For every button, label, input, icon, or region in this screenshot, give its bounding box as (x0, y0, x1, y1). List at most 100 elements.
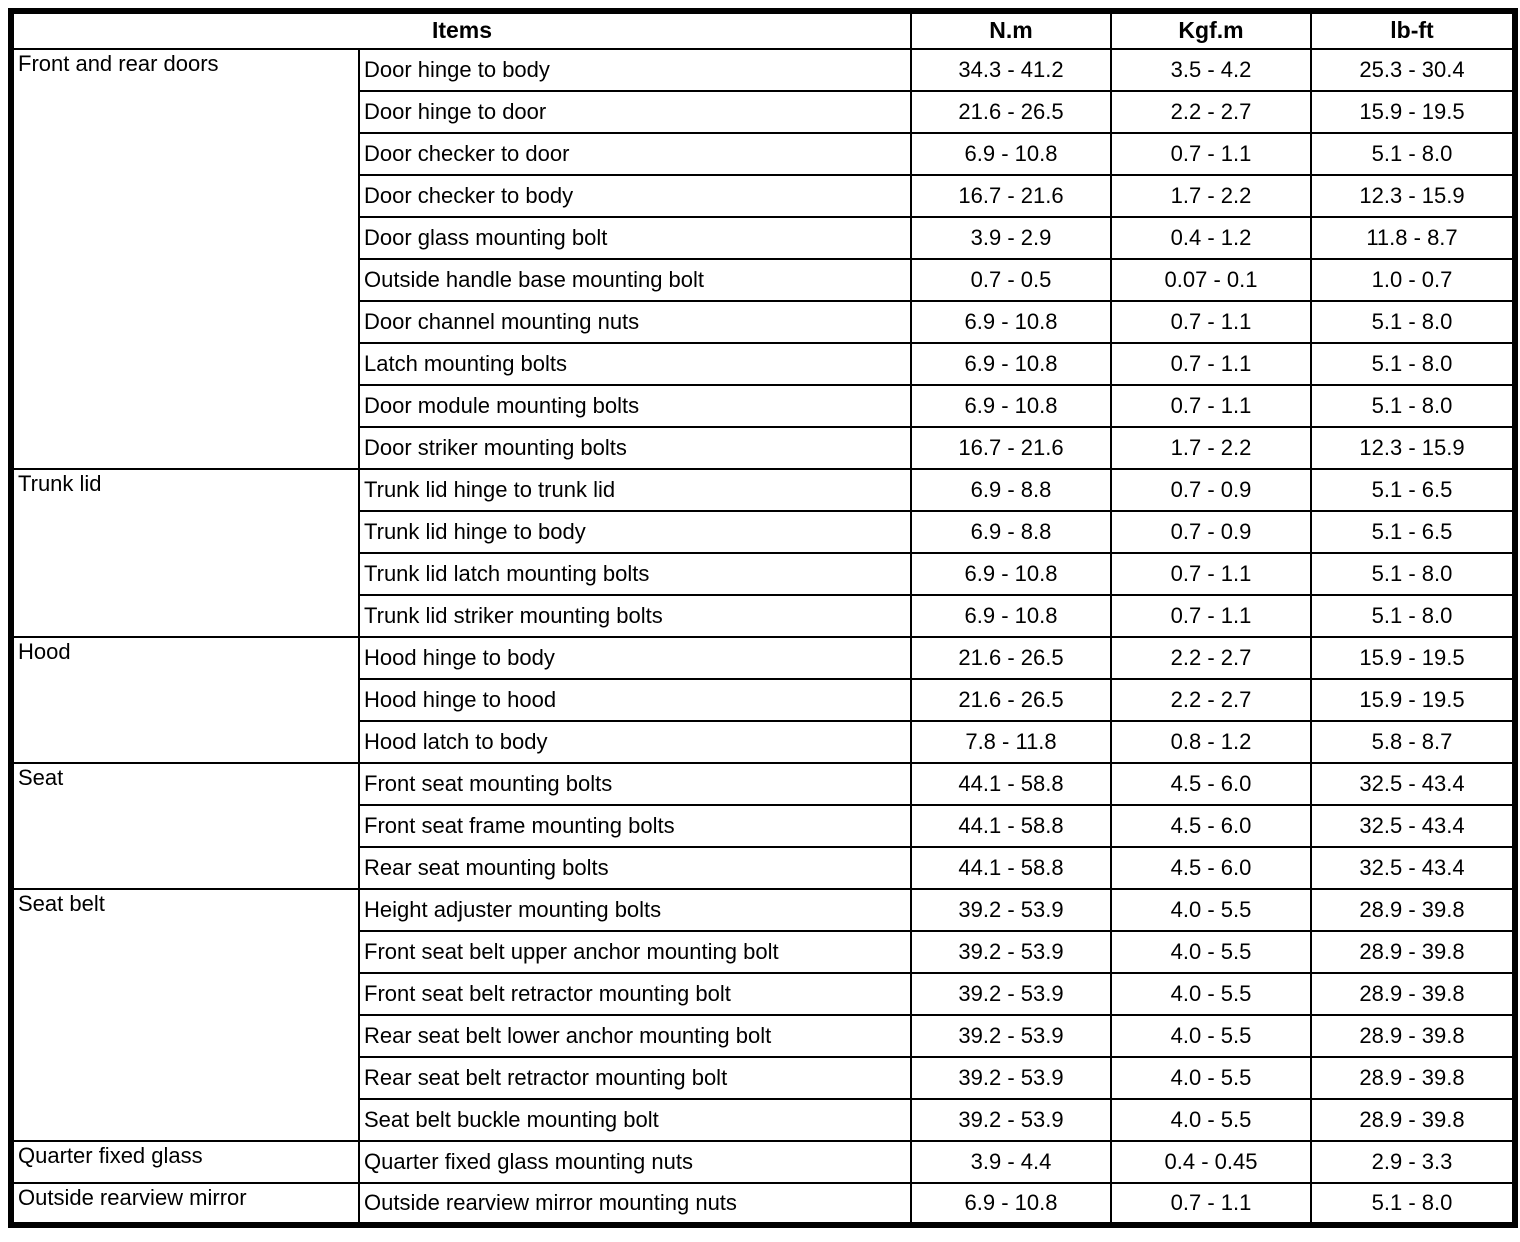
nm-value-cell: 6.9 - 10.8 (910, 1182, 1112, 1226)
item-cell: Front seat frame mounting bolts (358, 804, 912, 848)
lbft-value-cell: 32.5 - 43.4 (1310, 846, 1516, 890)
table-row: Door channel mounting nuts 6.9 - 10.8 0.7 … (11, 300, 1516, 344)
kgfm-value-cell: 2.2 - 2.7 (1110, 678, 1312, 722)
kgfm-value-cell: 2.2 - 2.7 (1110, 90, 1312, 134)
lbft-value-cell: 2.9 - 3.3 (1310, 1140, 1516, 1184)
table-row: Rear seat belt retractor mounting bolt 39… (11, 1056, 1516, 1100)
lbft-value-cell: 32.5 - 43.4 (1310, 762, 1516, 806)
nm-value-cell: 39.2 - 53.9 (910, 972, 1112, 1016)
nm-value-cell: 3.9 - 2.9 (910, 216, 1112, 260)
kgfm-value-cell: 0.8 - 1.2 (1110, 720, 1312, 764)
item-cell: Trunk lid striker mounting bolts (358, 594, 912, 638)
nm-value-cell: 6.9 - 10.8 (910, 594, 1112, 638)
lbft-value-cell: 5.1 - 8.0 (1310, 342, 1516, 386)
lbft-value-cell: 5.1 - 8.0 (1310, 300, 1516, 344)
kgfm-value-cell: 0.4 - 1.2 (1110, 216, 1312, 260)
nm-value-cell: 6.9 - 10.8 (910, 132, 1112, 176)
nm-value-cell: 16.7 - 21.6 (910, 426, 1112, 470)
lbft-value-cell: 12.3 - 15.9 (1310, 426, 1516, 470)
kgfm-value-cell: 4.5 - 6.0 (1110, 762, 1312, 806)
lbft-value-cell: 5.8 - 8.7 (1310, 720, 1516, 764)
kgfm-value-cell: 0.7 - 0.9 (1110, 468, 1312, 512)
item-cell: Door checker to door (358, 132, 912, 176)
lbft-value-cell: 5.1 - 8.0 (1310, 594, 1516, 638)
torque-spec-table: Items N.m Kgf.m lb-ft Front and rear doo… (8, 8, 1518, 1228)
item-cell: Trunk lid latch mounting bolts (358, 552, 912, 596)
nm-value-cell: 6.9 - 8.8 (910, 468, 1112, 512)
kgfm-value-cell: 0.07 - 0.1 (1110, 258, 1312, 302)
lbft-value-cell: 5.1 - 6.5 (1310, 510, 1516, 554)
category-cell: Quarter fixed glass (10, 1140, 360, 1184)
kgfm-value-cell: 0.4 - 0.45 (1110, 1140, 1312, 1184)
item-cell: Door glass mounting bolt (358, 216, 912, 260)
kgfm-value-cell: 4.0 - 5.5 (1110, 1014, 1312, 1058)
nm-value-cell: 34.3 - 41.2 (910, 48, 1112, 92)
kgfm-value-cell: 0.7 - 1.1 (1110, 384, 1312, 428)
item-cell: Door channel mounting nuts (358, 300, 912, 344)
nm-value-cell: 6.9 - 10.8 (910, 300, 1112, 344)
table-row: Door hinge to door 21.6 - 26.5 2.2 - 2.7 15… (11, 90, 1516, 134)
lbft-value-cell: 1.0 - 0.7 (1310, 258, 1516, 302)
lbft-value-cell: 28.9 - 39.8 (1310, 1098, 1516, 1142)
category-cell: Front and rear doors (10, 48, 360, 470)
table-row: Door glass mounting bolt 3.9 - 2.9 0.4 - 1… (11, 216, 1516, 260)
kgfm-value-cell: 0.7 - 1.1 (1110, 342, 1312, 386)
table-row: Rear seat belt lower anchor mounting bol… (11, 1014, 1516, 1058)
table-row: Hood hinge to hood 21.6 - 26.5 2.2 - 2.7 15… (11, 678, 1516, 722)
header-kgfm: Kgf.m (1110, 10, 1312, 50)
header-row: Items N.m Kgf.m lb-ft (10, 10, 1516, 50)
nm-value-cell: 21.6 - 26.5 (910, 90, 1112, 134)
kgfm-value-cell: 4.0 - 5.5 (1110, 1098, 1312, 1142)
table-row: Door checker to body 16.7 - 21.6 1.7 - 2.2… (11, 174, 1516, 218)
item-cell: Seat belt buckle mounting bolt (358, 1098, 912, 1142)
item-cell: Door hinge to body (358, 48, 912, 92)
item-cell: Door module mounting bolts (358, 384, 912, 428)
nm-value-cell: 21.6 - 26.5 (910, 678, 1112, 722)
category-cell: Hood (10, 636, 360, 764)
table-row: Door striker mounting bolts 16.7 - 21.6 1.… (11, 426, 1516, 470)
lbft-value-cell: 28.9 - 39.8 (1310, 888, 1516, 932)
nm-value-cell: 44.1 - 58.8 (910, 846, 1112, 890)
lbft-value-cell: 15.9 - 19.5 (1310, 90, 1516, 134)
kgfm-value-cell: 2.2 - 2.7 (1110, 636, 1312, 680)
item-cell: Rear seat mounting bolts (358, 846, 912, 890)
table-row: Trunk lid striker mounting bolts 6.9 - 10… (11, 594, 1516, 638)
item-cell: Outside handle base mounting bolt (358, 258, 912, 302)
item-cell: Hood hinge to hood (358, 678, 912, 722)
lbft-value-cell: 28.9 - 39.8 (1310, 972, 1516, 1016)
kgfm-value-cell: 1.7 - 2.2 (1110, 426, 1312, 470)
item-cell: Rear seat belt lower anchor mounting bol… (358, 1014, 912, 1058)
table-row: Trunk lid hinge to body 6.9 - 8.8 0.7 - 0.… (11, 510, 1516, 554)
kgfm-value-cell: 1.7 - 2.2 (1110, 174, 1312, 218)
table-row: Door module mounting bolts 6.9 - 10.8 0.7 … (11, 384, 1516, 428)
lbft-value-cell: 32.5 - 43.4 (1310, 804, 1516, 848)
lbft-value-cell: 28.9 - 39.8 (1310, 1014, 1516, 1058)
nm-value-cell: 21.6 - 26.5 (910, 636, 1112, 680)
nm-value-cell: 39.2 - 53.9 (910, 1056, 1112, 1100)
table-row: Hood latch to body 7.8 - 11.8 0.8 - 1.2 5.8… (11, 720, 1516, 764)
kgfm-value-cell: 4.0 - 5.5 (1110, 972, 1312, 1016)
nm-value-cell: 44.1 - 58.8 (910, 804, 1112, 848)
table-row: Front and rear doors Door hinge to body 34… (10, 48, 1516, 470)
table-row: Door checker to door 6.9 - 10.8 0.7 - 1.1 5… (11, 132, 1516, 176)
lbft-value-cell: 25.3 - 30.4 (1310, 48, 1516, 92)
kgfm-value-cell: 4.5 - 6.0 (1110, 846, 1312, 890)
nm-value-cell: 6.9 - 10.8 (910, 384, 1112, 428)
lbft-value-cell: 28.9 - 39.8 (1310, 1056, 1516, 1100)
lbft-value-cell: 5.1 - 8.0 (1310, 132, 1516, 176)
nm-value-cell: 39.2 - 53.9 (910, 1098, 1112, 1142)
header-items: Items (10, 10, 912, 50)
table-row: Hood Hood hinge to body 21.6 - 26.5 2.2 - 2… (10, 636, 1516, 764)
nm-value-cell: 6.9 - 10.8 (910, 552, 1112, 596)
item-cell: Door checker to body (358, 174, 912, 218)
item-cell: Outside rearview mirror mounting nuts (358, 1182, 912, 1226)
item-cell: Trunk lid hinge to trunk lid (358, 468, 912, 512)
table-row: Trunk lid Trunk lid hinge to trunk lid 6.9… (10, 468, 1516, 638)
table-row: Front seat belt upper anchor mounting bo… (11, 930, 1516, 974)
item-cell: Door hinge to door (358, 90, 912, 134)
item-cell: Trunk lid hinge to body (358, 510, 912, 554)
item-cell: Quarter fixed glass mounting nuts (358, 1140, 912, 1184)
table-row: Front seat belt retractor mounting bolt 3… (11, 972, 1516, 1016)
table-row: Outside rearview mirror Outside rearview … (10, 1182, 1516, 1226)
nm-value-cell: 16.7 - 21.6 (910, 174, 1112, 218)
